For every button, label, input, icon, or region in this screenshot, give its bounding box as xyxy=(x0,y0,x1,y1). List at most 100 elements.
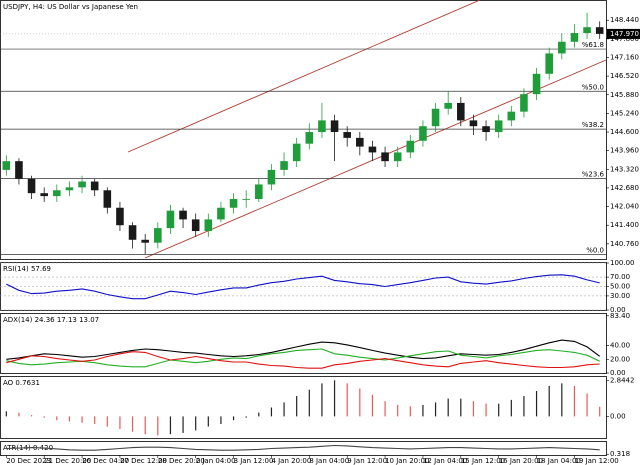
candle-body xyxy=(419,126,427,141)
ao-bar xyxy=(472,401,475,417)
candle-body xyxy=(393,152,402,162)
candle-body xyxy=(570,33,579,42)
candle-body xyxy=(469,120,478,127)
y-tick-label: 147.160 xyxy=(610,53,639,61)
ao-bar xyxy=(296,396,298,417)
panel-title: AO 0.7631 xyxy=(3,379,40,387)
x-tick-label: 12 Jan 04:00 xyxy=(423,457,467,465)
ao-bar xyxy=(535,390,538,417)
ao-bar xyxy=(561,383,563,417)
candle-body xyxy=(116,207,124,226)
ao-bar xyxy=(371,394,374,417)
candle-body xyxy=(78,181,86,188)
ao-bar xyxy=(397,404,399,417)
candle-body xyxy=(494,120,503,133)
candle-body xyxy=(482,126,490,133)
indicator-line xyxy=(6,274,600,300)
ao-bar xyxy=(308,389,310,417)
ao-bar xyxy=(195,416,197,431)
panel-frames xyxy=(0,0,607,456)
y-tick-label: 145.240 xyxy=(610,109,639,117)
indicator-line xyxy=(6,339,601,360)
y-tick-label: 146.520 xyxy=(610,72,639,80)
ao-bar xyxy=(94,416,96,425)
panel-title: ADX(14) 24.36 17.13 13.07 xyxy=(3,316,99,324)
ao-bar xyxy=(270,407,273,417)
y-tick-label: 40.00 xyxy=(610,342,630,350)
x-tick-label: 20 Dec 2023 xyxy=(6,457,51,465)
ao-panel xyxy=(0,376,607,439)
x-tick-label: 26 Dec 04:00 xyxy=(82,457,129,465)
y-tick-label: 141.400 xyxy=(610,221,639,229)
fib-label: %38.2 xyxy=(582,121,604,129)
ao-bar xyxy=(5,411,7,417)
ao-bar xyxy=(245,416,247,418)
y-tick-label: 145.880 xyxy=(610,91,639,99)
y-tick-label: 2.8442 xyxy=(610,376,635,384)
candle-body xyxy=(292,143,301,162)
ao-bar xyxy=(498,403,500,417)
ao-bar xyxy=(409,406,411,417)
candle-body xyxy=(267,169,276,185)
fib-label: %61.8 xyxy=(582,41,604,49)
candle-body xyxy=(280,161,288,170)
x-tick-label: 8 Jan 04:00 xyxy=(309,457,349,465)
channel-lower xyxy=(144,59,607,259)
channel xyxy=(127,0,607,259)
candle-body xyxy=(368,146,377,153)
ao-bar xyxy=(30,415,33,417)
y-tick-label: 100.00 xyxy=(610,259,635,267)
x-tick-label: 9 Jan 12:00 xyxy=(347,457,387,465)
ao-bar xyxy=(586,393,588,417)
candle-body xyxy=(229,199,238,208)
x-tick-label: 15 Jan 12:00 xyxy=(461,457,505,465)
y-tick-label: 0.00 xyxy=(610,306,626,314)
ao-bar xyxy=(68,416,71,422)
fib-label: %0.0 xyxy=(586,246,604,254)
ao-bar xyxy=(346,383,348,417)
ao-bar xyxy=(106,416,108,427)
x-tick-label: 10 Jan 20:00 xyxy=(385,457,429,465)
ao-bar xyxy=(232,416,235,421)
candle-body xyxy=(141,239,149,243)
candle-body xyxy=(27,178,36,194)
ao-bar xyxy=(359,388,361,417)
ao-bar xyxy=(119,416,121,430)
y-tick-label: 142.680 xyxy=(610,184,639,192)
atr-panel xyxy=(0,441,607,456)
ao-bar xyxy=(144,416,146,435)
y-tick-label: 140.760 xyxy=(610,240,639,248)
candle-body xyxy=(65,187,74,191)
y-tick-label: 0.00 xyxy=(610,412,626,420)
ao-bar xyxy=(523,396,525,417)
candle-body xyxy=(179,210,187,220)
indicator-line xyxy=(6,444,600,451)
candle-body xyxy=(217,207,225,220)
ao-bar xyxy=(157,416,159,436)
candle-body xyxy=(154,228,162,243)
candle-body xyxy=(242,199,250,200)
candle-body xyxy=(457,102,465,121)
y-tick-label: 70.00 xyxy=(610,273,630,281)
indicator-line xyxy=(6,351,600,369)
x-tick-label: 27 Dec 12:00 xyxy=(120,457,167,465)
y-tick-label: 143.960 xyxy=(610,147,639,155)
y-tick-label: 143.320 xyxy=(610,165,639,173)
candle-body xyxy=(90,181,99,191)
ao-bar xyxy=(258,412,260,417)
ao-bar xyxy=(56,416,58,421)
candle-body xyxy=(2,161,11,170)
ao-bar xyxy=(131,416,134,432)
y-tick-label: 148.440 xyxy=(610,16,639,24)
candle-body xyxy=(583,27,591,34)
candle-body xyxy=(595,27,604,34)
candle-body xyxy=(53,190,61,197)
candle-body xyxy=(330,120,339,133)
candle-body xyxy=(318,120,326,133)
candle-body xyxy=(431,108,440,127)
x-tick-label: 3 Jan 12:00 xyxy=(234,457,274,465)
ao-bar xyxy=(182,416,184,433)
candle-body xyxy=(255,184,263,200)
candle-body xyxy=(356,137,364,147)
